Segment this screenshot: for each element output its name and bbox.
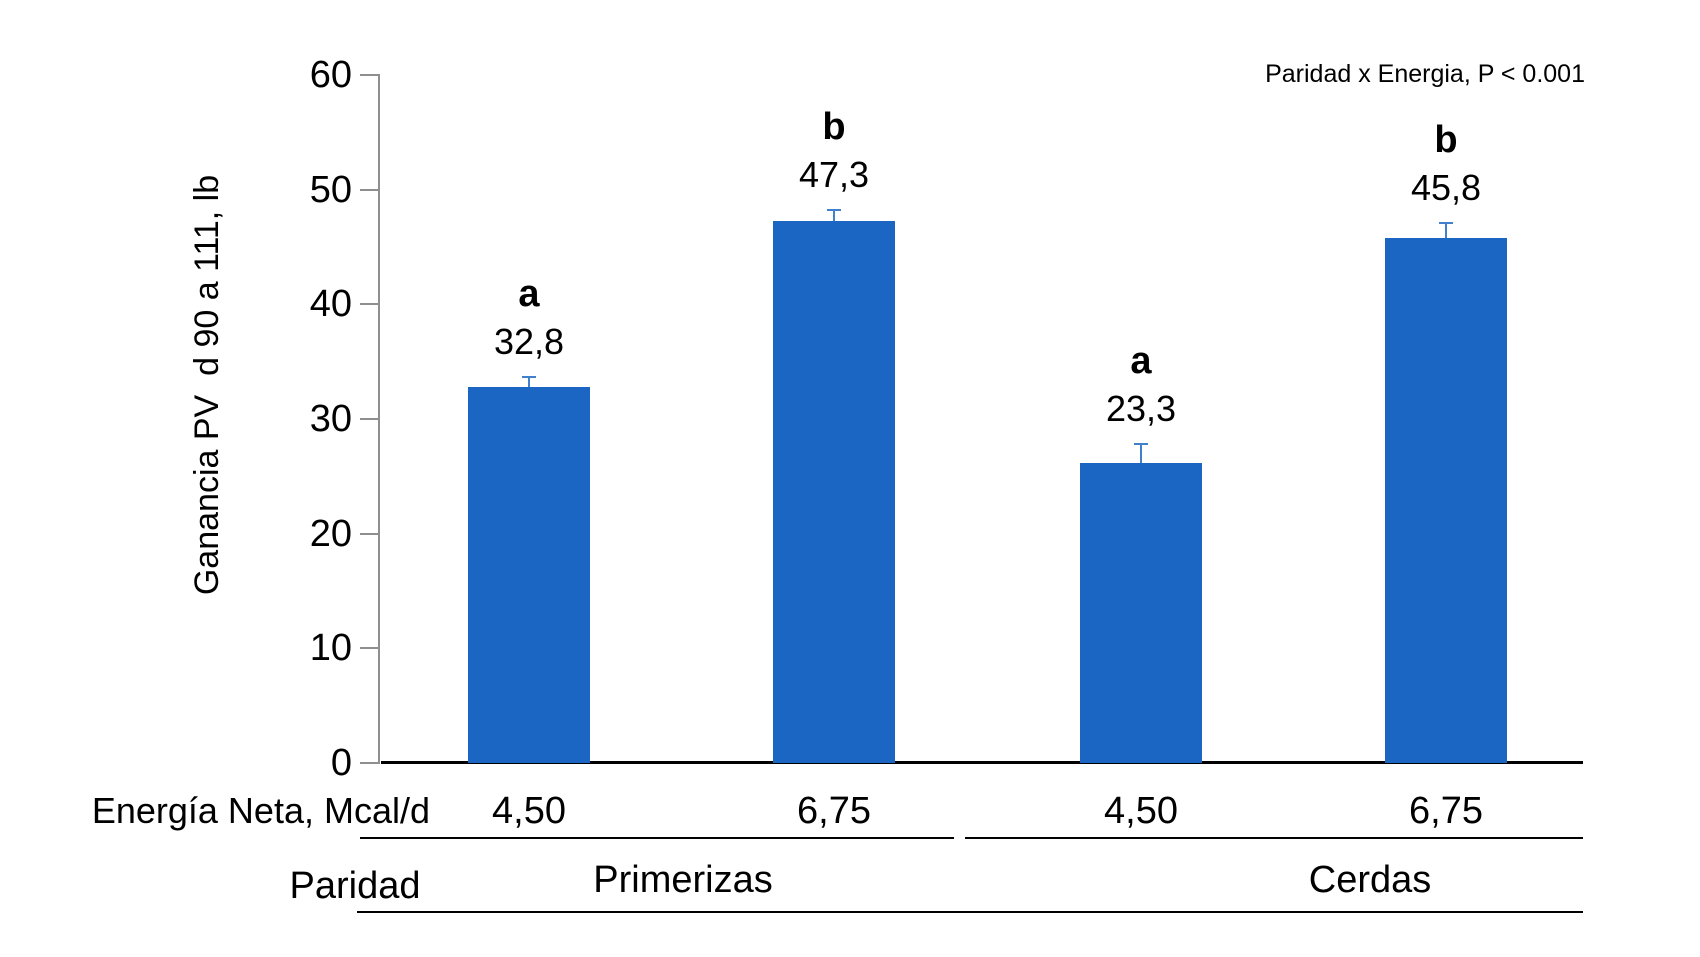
group-label: Cerdas xyxy=(1308,859,1432,901)
category-label: 6,75 xyxy=(797,790,871,832)
category-label: 6,75 xyxy=(1409,790,1483,832)
y-tick-label: 60 xyxy=(309,53,352,96)
bar xyxy=(468,386,590,763)
error-bar xyxy=(1445,222,1447,238)
y-tick-mark xyxy=(360,188,380,191)
significance-letter: b xyxy=(1434,118,1458,161)
bar-value-label: 45,8 xyxy=(1410,166,1482,208)
x-axis-line xyxy=(381,761,1583,764)
error-bar-cap xyxy=(1439,221,1453,224)
bar xyxy=(1080,462,1202,763)
y-axis-title: Ganancia PV d 90 a 111, lb xyxy=(188,174,226,596)
error-bar xyxy=(1140,444,1142,463)
bar-value-label: 47,3 xyxy=(798,154,870,196)
y-tick-label: 50 xyxy=(309,168,352,211)
significance-letter: a xyxy=(1130,340,1152,383)
y-tick-label: 30 xyxy=(309,397,352,440)
y-tick-mark xyxy=(360,762,380,764)
y-axis-line xyxy=(378,74,380,763)
significance-letter: a xyxy=(518,272,540,315)
y-tick-mark xyxy=(360,73,380,76)
y-tick-mark xyxy=(360,303,380,306)
x-axis-row-label: Energía Neta, Mcal/d xyxy=(91,790,430,831)
group-row-underline xyxy=(357,911,1583,913)
error-bar-cap xyxy=(522,375,536,378)
error-bar xyxy=(833,210,835,221)
y-tick-label: 40 xyxy=(309,283,352,326)
y-tick-mark xyxy=(360,647,380,650)
bar-value-label: 32,8 xyxy=(493,320,565,362)
y-tick-label: 20 xyxy=(309,512,352,555)
error-bar-cap xyxy=(827,209,841,212)
group-underline xyxy=(965,837,1583,839)
group-label: Primerizas xyxy=(593,859,773,901)
bar xyxy=(1385,237,1507,763)
y-tick-label: 10 xyxy=(309,627,352,670)
group-underline xyxy=(360,837,954,839)
category-label: 4,50 xyxy=(492,790,566,832)
y-tick-mark xyxy=(360,532,380,535)
category-label: 4,50 xyxy=(1104,790,1178,832)
bar xyxy=(773,220,895,763)
y-tick-mark xyxy=(360,417,380,420)
error-bar xyxy=(528,376,530,387)
interaction-pvalue-annotation: Paridad x Energia, P < 0.001 xyxy=(1265,60,1585,88)
bar-value-label: 23,3 xyxy=(1105,388,1177,430)
group-row-label: Paridad xyxy=(289,865,421,907)
error-bar-cap xyxy=(1134,443,1148,446)
significance-letter: b xyxy=(822,106,846,149)
y-tick-label: 0 xyxy=(330,742,352,784)
